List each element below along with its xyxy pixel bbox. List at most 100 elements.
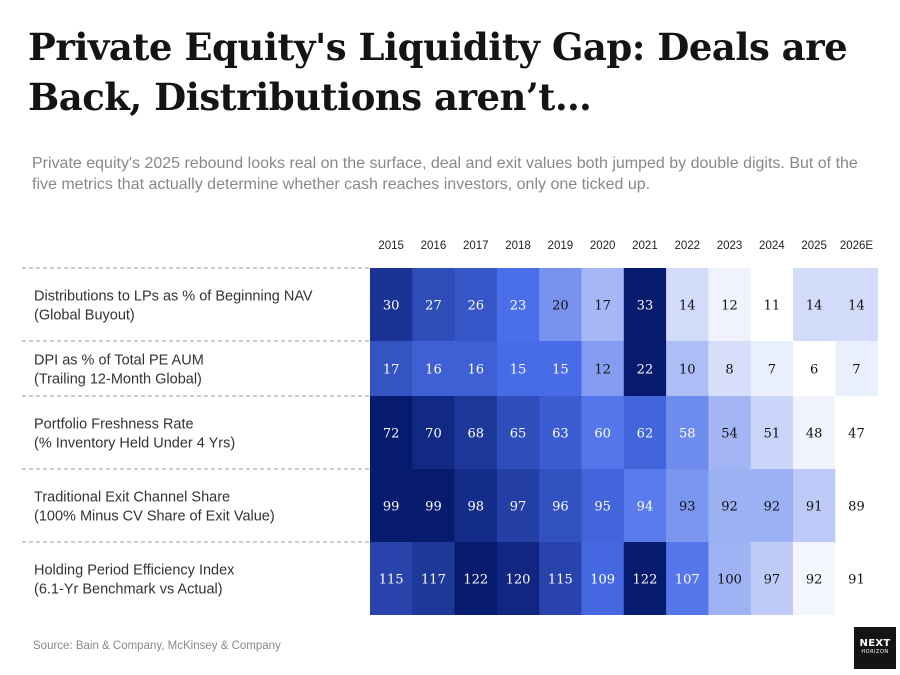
- cell-value: 14: [679, 299, 696, 314]
- heatmap-cell: [793, 542, 836, 615]
- row-label-line2: (% Inventory Held Under 4 Yrs): [34, 436, 235, 452]
- source-note: Source: Bain & Company, McKinsey & Compa…: [33, 640, 281, 652]
- heatmap-cell: [581, 396, 625, 469]
- cell-value: 48: [806, 427, 823, 442]
- cell-value: 14: [806, 299, 823, 314]
- column-header: 2020: [590, 240, 616, 252]
- cell-value: 26: [467, 299, 484, 314]
- heatmap-cell: [496, 469, 540, 542]
- row-label-line2: (100% Minus CV Share of Exit Value): [34, 509, 275, 525]
- cell-value: 107: [675, 573, 700, 588]
- cell-value: 95: [594, 500, 611, 515]
- cell-value: 58: [679, 427, 696, 442]
- cell-value: 117: [421, 573, 446, 588]
- heatmap-cell: [623, 268, 667, 341]
- heatmap-cell: [708, 396, 752, 469]
- row-label-line1: Distributions to LPs as % of Beginning N…: [34, 289, 313, 305]
- cell-value: 17: [383, 363, 400, 378]
- heatmap-cell: [666, 268, 709, 341]
- cell-value: 99: [383, 500, 400, 515]
- chart-title: Private Equity's Liquidity Gap: Deals ar…: [28, 25, 848, 119]
- column-header: 2026E: [840, 240, 874, 252]
- heatmap-cell: [835, 341, 878, 396]
- heatmap-cell: [835, 542, 878, 615]
- heatmap-cell: [708, 341, 752, 396]
- cell-value: 16: [467, 363, 484, 378]
- heatmap-cell: [750, 542, 794, 615]
- cell-value: 7: [852, 363, 860, 378]
- row-label-line2: (Trailing 12-Month Global): [34, 372, 202, 388]
- cell-value: 12: [594, 363, 611, 378]
- heatmap-cell: [708, 469, 752, 542]
- heatmap-cell: [750, 341, 794, 396]
- cell-value: 109: [590, 573, 615, 588]
- column-header: 2023: [717, 240, 743, 252]
- heatmap-cell: [793, 396, 836, 469]
- cell-value: 92: [764, 500, 781, 515]
- cell-value: 14: [848, 299, 865, 314]
- heatmap-cell: [412, 396, 455, 469]
- column-header: 2018: [505, 240, 531, 252]
- column-header: 2015: [378, 240, 404, 252]
- heatmap-cell: [835, 469, 878, 542]
- row-label-line1: Traditional Exit Channel Share: [34, 490, 230, 506]
- cell-value: 8: [725, 363, 733, 378]
- cell-value: 62: [637, 427, 654, 442]
- cell-value: 12: [721, 299, 738, 314]
- heatmap-cell: [539, 542, 582, 615]
- heatmap-cell: [496, 396, 540, 469]
- heatmap-cell: [370, 469, 413, 542]
- cell-value: 22: [637, 363, 654, 378]
- heatmap-cell: [370, 341, 413, 396]
- heatmap-cell: [793, 341, 836, 396]
- cell-value: 20: [552, 299, 569, 314]
- heatmap-cell: [454, 542, 498, 615]
- cell-value: 15: [510, 363, 527, 378]
- row-label-line1: DPI as % of Total PE AUM: [34, 353, 204, 369]
- cell-value: 120: [506, 573, 531, 588]
- heatmap-cell: [412, 268, 455, 341]
- heatmap-cell: [623, 341, 667, 396]
- cell-value: 16: [425, 363, 442, 378]
- cell-value: 65: [510, 427, 527, 442]
- cell-value: 89: [848, 500, 865, 515]
- cell-value: 96: [552, 500, 569, 515]
- column-header: 2017: [463, 240, 489, 252]
- heatmap-cell: [412, 469, 455, 542]
- heatmap-cell: [793, 268, 836, 341]
- cell-value: 6: [810, 363, 818, 378]
- heatmap-cell: [539, 469, 582, 542]
- heatmap-cell: [454, 396, 498, 469]
- heatmap-cell: [750, 396, 794, 469]
- heatmap-cell: [623, 469, 667, 542]
- cell-value: 92: [806, 573, 823, 588]
- cell-value: 122: [633, 573, 658, 588]
- cell-value: 51: [764, 427, 781, 442]
- cell-value: 63: [552, 427, 569, 442]
- chart-subtitle: Private equity's 2025 rebound looks real…: [32, 155, 858, 193]
- row-label-line2: (6.1-Yr Benchmark vs Actual): [34, 582, 223, 598]
- cell-value: 98: [467, 500, 484, 515]
- cell-value: 17: [594, 299, 611, 314]
- column-header: 2016: [421, 240, 447, 252]
- heatmap-cell: [581, 341, 625, 396]
- cell-value: 47: [848, 427, 865, 442]
- cell-value: 97: [764, 573, 781, 588]
- heatmap-cell: [666, 341, 709, 396]
- heatmap-cell: [666, 396, 709, 469]
- heatmap-cell: [412, 341, 455, 396]
- cell-value: 15: [552, 363, 569, 378]
- cell-value: 94: [637, 500, 654, 515]
- heatmap-cell: [750, 469, 794, 542]
- heatmap-cell: [454, 469, 498, 542]
- cell-value: 27: [425, 299, 442, 314]
- column-header: 2025: [801, 240, 827, 252]
- heatmap-cell: [793, 469, 836, 542]
- heatmap-cell: [370, 542, 413, 615]
- heatmap-cell: [666, 469, 709, 542]
- cell-value: 11: [764, 299, 781, 314]
- cell-value: 99: [425, 500, 442, 515]
- column-header: 2021: [632, 240, 658, 252]
- column-header: 2019: [548, 240, 574, 252]
- cell-value: 93: [679, 500, 696, 515]
